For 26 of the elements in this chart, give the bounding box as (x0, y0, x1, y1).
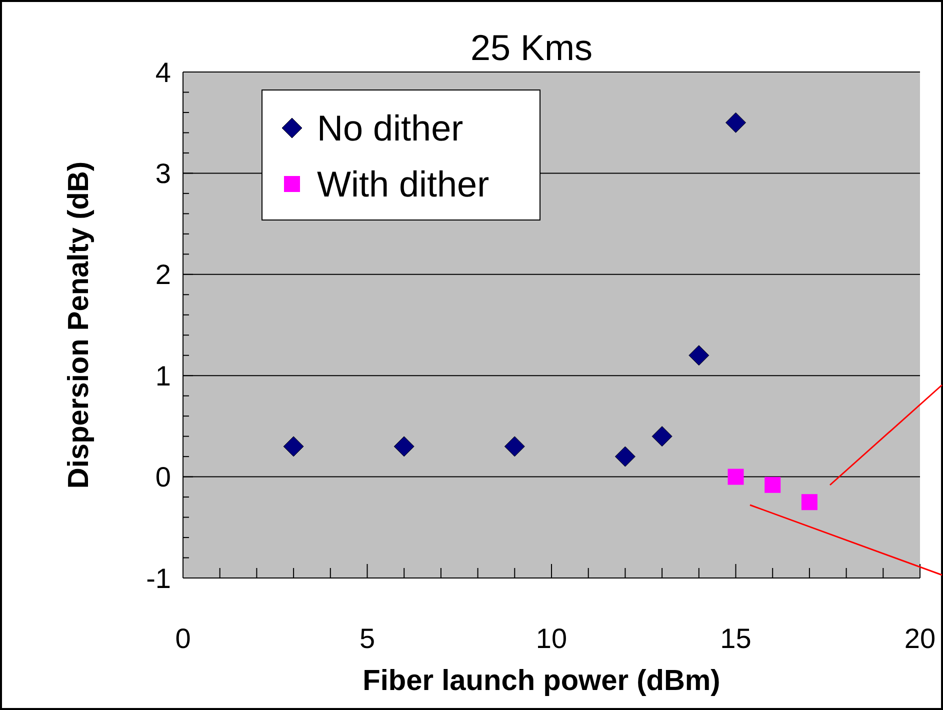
y-tick-label: -1 (146, 562, 171, 594)
x-tick-label: 5 (359, 623, 376, 654)
y-tick-label: 2 (155, 259, 171, 290)
legend-label: No dither (317, 108, 464, 149)
y-tick-label: 0 (155, 462, 171, 493)
y-tick-label: 3 (155, 158, 171, 189)
y-axis-title: Dispersion Penalty (dB) (63, 161, 95, 489)
point (764, 476, 781, 493)
legend-label: With dither (317, 164, 490, 205)
point (283, 436, 304, 457)
x-tick-label: 0 (175, 623, 191, 654)
point (504, 436, 525, 457)
x-tick-label: 20 (904, 623, 936, 654)
point (728, 468, 744, 485)
x-tick-label: 10 (536, 623, 568, 654)
point (688, 345, 710, 366)
point (614, 446, 636, 467)
point (726, 112, 746, 133)
chart-title: 25 Kms (470, 27, 593, 68)
x-axis-title: Fiber launch power (dBm) (362, 665, 720, 697)
y-tick-label: 4 (155, 56, 171, 88)
point (394, 436, 414, 457)
x-tick-label: 15 (720, 623, 752, 654)
point (801, 494, 818, 510)
y-tick-label: 1 (155, 360, 171, 392)
point (652, 426, 672, 447)
